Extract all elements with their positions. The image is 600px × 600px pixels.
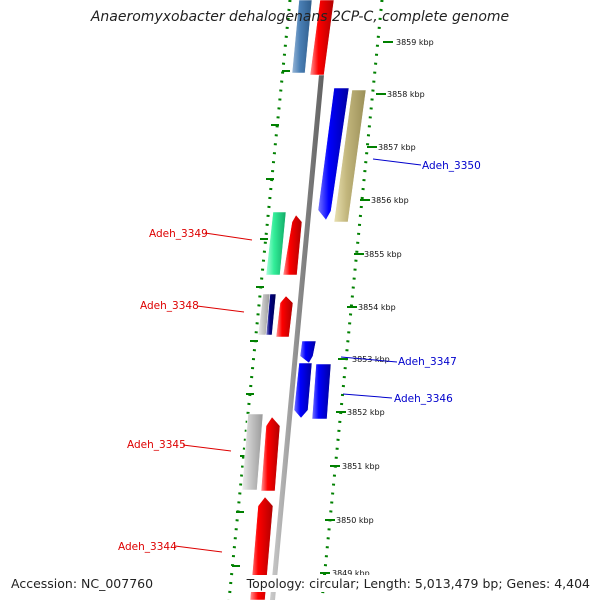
accession-text: Accession: NC_007760 [9, 575, 156, 592]
tick-label-3855: 3855 kbp [364, 250, 402, 259]
tick-label-3856: 3856 kbp [371, 196, 409, 205]
tick-label-3852: 3852 kbp [347, 408, 385, 417]
tick-label-3854: 3854 kbp [358, 303, 396, 312]
gene-adeh-3349[interactable] [265, 211, 287, 276]
label-adeh-3348[interactable]: Adeh_3348 [140, 300, 199, 312]
gene-adeh-3346[interactable] [293, 362, 313, 419]
gene-steelblue-top[interactable] [291, 0, 313, 74]
callout-adeh-3349 [204, 232, 253, 241]
summary-text: Topology: circular; Length: 5,013,479 bp… [244, 575, 592, 592]
gene-adeh-3346-b[interactable] [311, 363, 332, 420]
gene-adeh-3349-red[interactable] [282, 214, 303, 276]
callout-adeh-3344 [174, 545, 223, 553]
inner-ring-ticks [232, 70, 290, 567]
tick-label-3858: 3858 kbp [387, 90, 425, 99]
gene-labels: Adeh_3350 Adeh_3349 Adeh_3348 Adeh_3347 … [118, 160, 481, 553]
label-adeh-3347[interactable]: Adeh_3347 [398, 356, 457, 368]
gene-adeh-3348-red[interactable] [275, 295, 294, 338]
tick-label-3850: 3850 kbp [336, 516, 374, 525]
callout-adeh-3345 [182, 444, 232, 452]
gene-adeh-3350[interactable] [333, 89, 367, 223]
gene-adeh-3350-blue[interactable] [317, 87, 350, 221]
callout-adeh-3346 [342, 393, 393, 399]
gene-adeh-3345[interactable] [241, 413, 264, 491]
label-adeh-3350[interactable]: Adeh_3350 [422, 160, 481, 172]
gene-adeh-3347[interactable] [299, 340, 317, 364]
callout-lines [174, 158, 422, 553]
label-adeh-3346[interactable]: Adeh_3346 [394, 393, 453, 405]
label-adeh-3349[interactable]: Adeh_3349 [149, 228, 208, 240]
outer-scale-ring [320, 0, 384, 600]
genome-title: Anaeromyxobacter dehalogenans 2CP-C, com… [90, 9, 510, 25]
tick-label-3859: 3859 kbp [396, 38, 434, 47]
callout-adeh-3350 [372, 158, 422, 166]
label-adeh-3345[interactable]: Adeh_3345 [127, 439, 186, 451]
tick-labels: 3859 kbp 3858 kbp 3857 kbp 3856 kbp 3855… [332, 38, 434, 578]
callout-adeh-3347 [340, 356, 398, 363]
label-adeh-3344[interactable]: Adeh_3344 [118, 541, 177, 553]
gene-red-top[interactable] [309, 0, 335, 76]
tick-label-3851: 3851 kbp [342, 462, 380, 471]
genome-backbone [270, 0, 331, 600]
gene-adeh-3348[interactable] [265, 293, 277, 336]
tick-label-3857: 3857 kbp [378, 143, 416, 152]
tick-label-3849: 3849 kbp [332, 569, 370, 578]
callout-adeh-3348 [196, 305, 245, 313]
gene-adeh-3345-red[interactable] [260, 416, 281, 492]
inner-scale-ring [227, 0, 292, 600]
outer-ring-ticks [320, 41, 393, 574]
